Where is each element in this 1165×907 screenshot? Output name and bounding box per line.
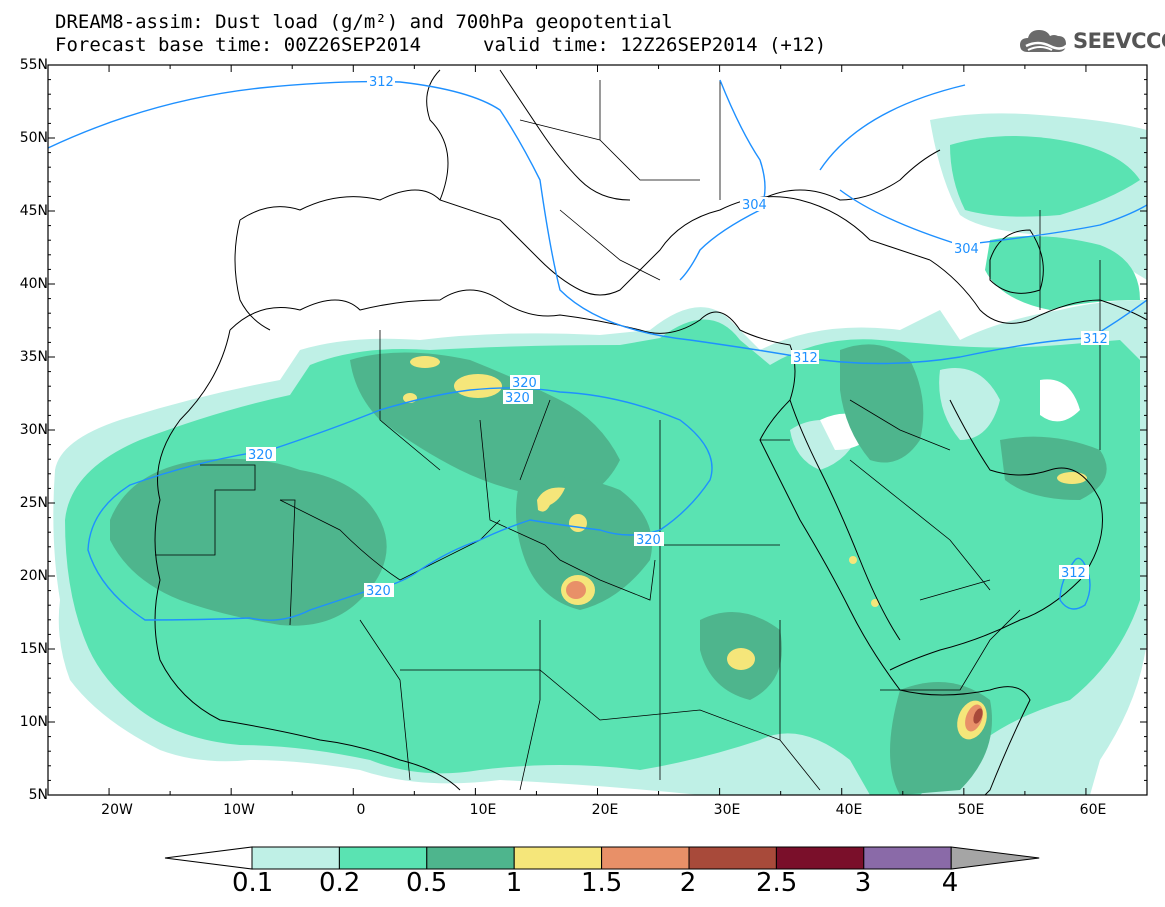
seevccc-logo: SEEVCCC <box>1018 26 1165 56</box>
contour-label: 320 <box>636 533 661 548</box>
contour-label: 312 <box>793 351 818 366</box>
colorbar-bin <box>426 846 515 870</box>
contour-312-north <box>48 80 1147 365</box>
colorbar-label: 1.5 <box>581 868 623 898</box>
lon-label: 60E <box>1079 802 1107 818</box>
contour-label: 320 <box>512 376 537 391</box>
dust-max-tunisia <box>454 374 502 398</box>
dust-max-yemen <box>849 556 857 564</box>
dust-max-libya <box>537 487 565 512</box>
lon-label: 20W <box>101 802 133 818</box>
contour-label: 312 <box>369 75 394 90</box>
colorbar-bin <box>338 846 428 870</box>
contour-label: 320 <box>366 584 391 599</box>
lon-label: 40E <box>835 802 863 818</box>
colorbar-label: 2.5 <box>756 868 798 898</box>
contour-label: 320 <box>248 448 273 463</box>
axis-ticks <box>48 64 1147 796</box>
lat-label: 15N <box>19 641 48 657</box>
colorbar-bin <box>775 846 865 870</box>
lat-label: 45N <box>19 203 48 219</box>
lon-label: 20E <box>591 802 619 818</box>
dust-field-dark-algeria <box>350 352 620 500</box>
dust-field-dark-gulf <box>1000 436 1107 500</box>
dust-field-dark-libya <box>516 476 652 610</box>
dust-hole-iraq <box>939 368 1000 440</box>
dust-max-sudan <box>727 648 755 670</box>
colorbar-bin <box>513 846 603 870</box>
colorbar-bin <box>863 846 952 870</box>
lat-label: 10N <box>19 714 48 730</box>
logo-text: SEEVCCC <box>1073 29 1165 53</box>
colorbar-bin <box>688 846 777 870</box>
contour-label: 312 <box>1083 332 1108 347</box>
dust-max-somalia-core <box>973 708 983 724</box>
colorbar-label: 0.1 <box>232 868 274 898</box>
colorbar <box>164 846 1040 870</box>
contour-label: 320 <box>505 391 530 406</box>
map-title: DREAM8-assim: Dust load (g/m²) and 700hP… <box>55 11 673 33</box>
lon-label: 30E <box>713 802 741 818</box>
lat-label: 55N <box>19 57 48 73</box>
lat-label: 20N <box>19 568 48 584</box>
colorbar-over-arrow <box>950 846 1040 870</box>
dust-max-chad-inner <box>566 581 586 599</box>
colorbar-bin <box>251 846 340 870</box>
lat-label: 40N <box>19 276 48 292</box>
dust-max-north-algeria <box>410 356 440 368</box>
contour-label: 304 <box>954 242 979 257</box>
lon-label: 0 <box>356 802 366 818</box>
lat-label: 25N <box>19 495 48 511</box>
dust-max-oman <box>1057 472 1087 484</box>
country-borders <box>155 80 1101 791</box>
forecast-base-time: Forecast base time: 00Z26SEP2014 <box>55 34 422 56</box>
colorbar-label: 0.2 <box>319 868 361 898</box>
contour-label: 304 <box>742 198 767 213</box>
colorbar-label: 3 <box>854 868 872 898</box>
dust-hole-gulf <box>1040 379 1080 422</box>
colorbar-label: 1 <box>505 868 523 898</box>
colorbar-bin <box>601 846 690 870</box>
lat-label: 50N <box>19 130 48 146</box>
lat-label: 30N <box>19 422 48 438</box>
contour-label: 312 <box>1061 566 1086 581</box>
lon-label: 10E <box>469 802 497 818</box>
colorbar-under-arrow <box>164 846 253 870</box>
colorbar-label: 2 <box>679 868 697 898</box>
contour-labels: 312 304 304 312 312 320 320 320 320 320 … <box>246 74 1109 599</box>
contour-312-east <box>1059 557 1091 610</box>
cloud-icon <box>1020 30 1069 52</box>
dust-max-libya-south <box>569 514 587 532</box>
dust-field-dark-west <box>110 458 387 626</box>
colorbar-label: 0.5 <box>406 868 448 898</box>
coastlines <box>154 69 1147 795</box>
lon-label: 50E <box>957 802 985 818</box>
dust-field-medium-caspian <box>985 236 1140 310</box>
dust-field-medium-ne <box>950 136 1140 217</box>
valid-time: valid time: 12Z26SEP2014 (+12) <box>483 34 827 56</box>
dust-max-yemen2 <box>871 599 879 607</box>
lon-label: 10W <box>223 802 255 818</box>
colorbar-label: 4 <box>941 868 959 898</box>
dust-field-dark-arabia <box>840 344 924 463</box>
lat-label: 5N <box>28 787 48 803</box>
lat-label: 35N <box>19 349 48 365</box>
